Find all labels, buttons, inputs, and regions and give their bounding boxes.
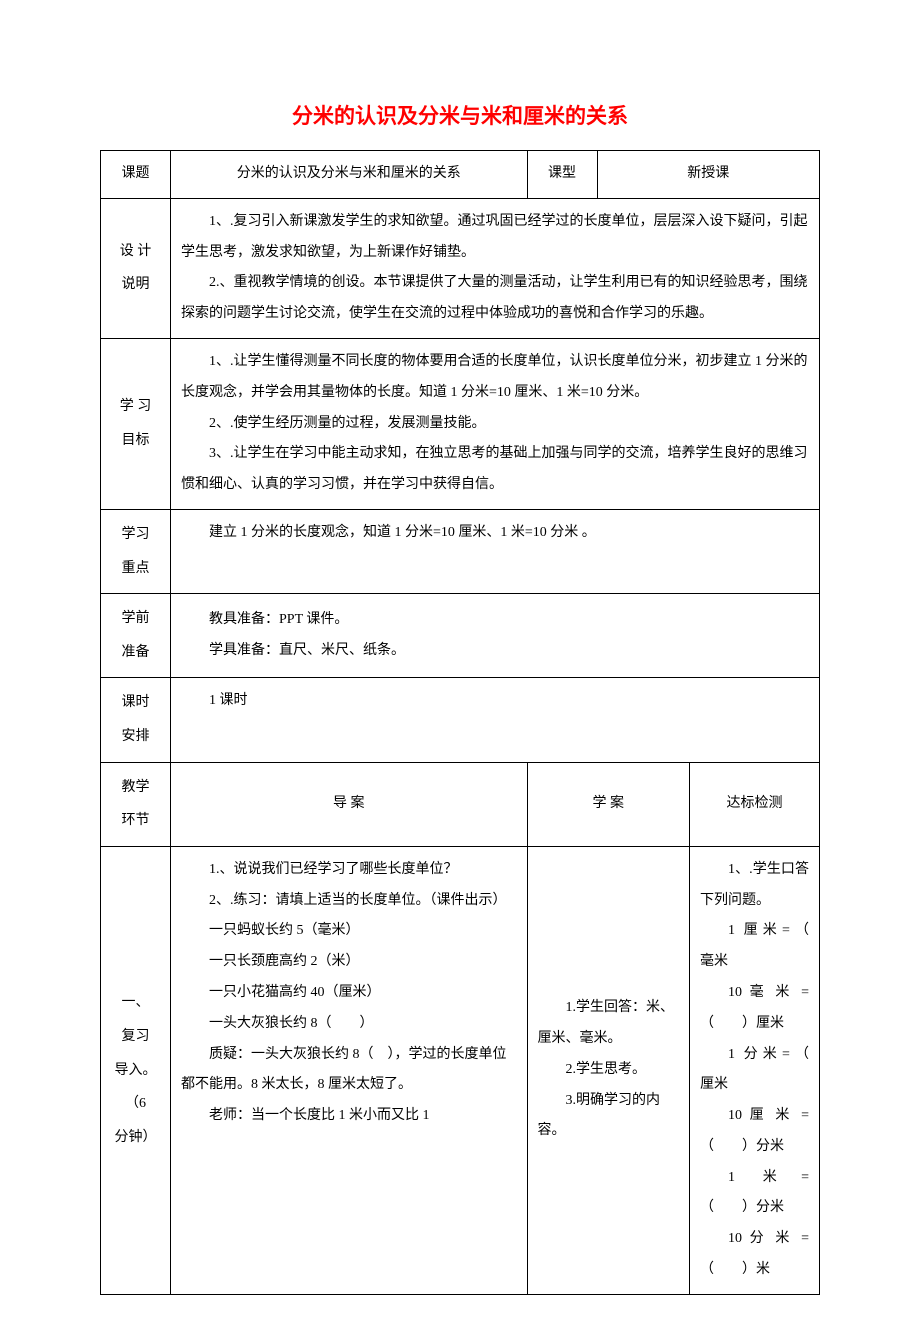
- design-p2: 2.、重视教学情境的创设。本节课提供了大量的测量活动，让学生利用已有的知识经验思…: [181, 268, 809, 330]
- goals-content: 1、.让学生懂得测量不同长度的物体要用合适的长度单位，认识长度单位分米，初步建立…: [171, 338, 820, 509]
- daoan-l1: 一只蚂蚁长约 5（毫米）: [181, 916, 517, 947]
- section1-l3: 导入。: [111, 1054, 160, 1088]
- section1-label: 一、 复习 导入。 （6 分钟）: [101, 846, 171, 1294]
- goals-p1: 1、.让学生懂得测量不同长度的物体要用合适的长度单位，认识长度单位分米，初步建立…: [181, 347, 809, 409]
- focus-label-line2: 重点: [111, 552, 160, 586]
- design-content: 1、.复习引入新课激发学生的求知欲望。通过巩固已经学过的长度单位，层层深入设下疑…: [171, 198, 820, 338]
- env-col2-label: 导 案: [171, 762, 528, 846]
- daoan-p2: 2、.练习：请填上适当的长度单位。（课件出示）: [181, 886, 517, 917]
- focus-row: 学习 重点 建立 1 分米的长度观念，知道 1 分米=10 厘米、1 米=10 …: [101, 509, 820, 593]
- goals-p2: 2、.使学生经历测量的过程，发展测量技能。: [181, 409, 809, 440]
- env-col1a: 教学: [111, 771, 160, 805]
- prep-p2: 学具准备：直尺、米尺、纸条。: [181, 636, 809, 667]
- design-row: 设 计 说明 1、.复习引入新课激发学生的求知欲望。通过巩固已经学过的长度单位，…: [101, 198, 820, 338]
- schedule-label-line2: 安排: [111, 720, 160, 754]
- section1-xuean: 1.学生回答：米、厘米、毫米。 2.学生思考。 3.明确学习的内容。: [527, 846, 689, 1294]
- design-p1: 1、.复习引入新课激发学生的求知欲望。通过巩固已经学过的长度单位，层层深入设下疑…: [181, 207, 809, 269]
- schedule-label-line1: 课时: [111, 686, 160, 720]
- section1-l2: 复习: [111, 1020, 160, 1054]
- dabiao-l5: 1 米=（ ）分米: [700, 1163, 809, 1225]
- type-label: 课型: [527, 151, 597, 199]
- dabiao-l3: 1 分米=（ 厘米: [700, 1040, 809, 1102]
- section1-row: 一、 复习 导入。 （6 分钟） 1.、说说我们已经学习了哪些长度单位？ 2、.…: [101, 846, 820, 1294]
- focus-content: 建立 1 分米的长度观念，知道 1 分米=10 厘米、1 米=10 分米 。: [171, 509, 820, 593]
- focus-label-line1: 学习: [111, 518, 160, 552]
- focus-label: 学习 重点: [101, 509, 171, 593]
- daoan-p4: 老师：当一个长度比 1 米小而又比 1: [181, 1101, 517, 1132]
- dabiao-l4: 10 厘 米 =（ ）分米: [700, 1101, 809, 1163]
- dabiao-l2: 10 毫 米 =（ ）厘米: [700, 978, 809, 1040]
- design-label-line1: 设 计: [111, 235, 160, 269]
- goals-p3: 3、.让学生在学习中能主动求知，在独立思考的基础上加强与同学的交流，培养学生良好…: [181, 439, 809, 501]
- schedule-content: 1 课时: [171, 678, 820, 762]
- xuean-l1: 1.学生回答：米、厘米、毫米。: [538, 993, 679, 1055]
- prep-p1: 教具准备：PPT 课件。: [181, 605, 809, 636]
- daoan-l3: 一只小花猫高约 40（厘米）: [181, 978, 517, 1009]
- daoan-p1: 1.、说说我们已经学习了哪些长度单位？: [181, 855, 517, 886]
- schedule-label: 课时 安排: [101, 678, 171, 762]
- env-header-row: 教学 环节 导 案 学 案 达标检测: [101, 762, 820, 846]
- goals-label-line1: 学 习: [111, 390, 160, 424]
- lesson-plan-table: 课题 分米的认识及分米与米和厘米的关系 课型 新授课 设 计 说明 1、.复习引…: [100, 150, 820, 1295]
- dabiao-p1: 1、.学生口答下列问题。: [700, 855, 809, 917]
- schedule-row: 课时 安排 1 课时: [101, 678, 820, 762]
- topic-label: 课题: [101, 151, 171, 199]
- section1-dabiao: 1、.学生口答下列问题。 1 厘米=（ 毫米 10 毫 米 =（ ）厘米 1 分…: [690, 846, 820, 1294]
- goals-label: 学 习 目标: [101, 338, 171, 509]
- prep-row: 学前 准备 教具准备：PPT 课件。 学具准备：直尺、米尺、纸条。: [101, 594, 820, 678]
- section1-l4: （6: [111, 1087, 160, 1121]
- goals-label-line2: 目标: [111, 424, 160, 458]
- focus-text: 建立 1 分米的长度观念，知道 1 分米=10 厘米、1 米=10 分米 。: [181, 518, 809, 549]
- prep-label-line1: 学前: [111, 602, 160, 636]
- env-col1b: 环节: [111, 804, 160, 838]
- design-label-line2: 说明: [111, 268, 160, 302]
- section1-l5: 分钟）: [111, 1121, 160, 1155]
- daoan-l4: 一头大灰狼长约 8（ ）: [181, 1009, 517, 1040]
- goals-row: 学 习 目标 1、.让学生懂得测量不同长度的物体要用合适的长度单位，认识长度单位…: [101, 338, 820, 509]
- schedule-text: 1 课时: [181, 686, 809, 717]
- topic-value: 分米的认识及分米与米和厘米的关系: [171, 151, 528, 199]
- dabiao-l1: 1 厘米=（ 毫米: [700, 916, 809, 978]
- prep-label: 学前 准备: [101, 594, 171, 678]
- dabiao-l6: 10 分 米 =（ ）米: [700, 1224, 809, 1286]
- header-row: 课题 分米的认识及分米与米和厘米的关系 课型 新授课: [101, 151, 820, 199]
- document-title: 分米的认识及分米与米和厘米的关系: [100, 100, 820, 130]
- prep-content: 教具准备：PPT 课件。 学具准备：直尺、米尺、纸条。: [171, 594, 820, 678]
- env-col3-label: 学 案: [527, 762, 689, 846]
- daoan-p3: 质疑：一头大灰狼长约 8（ ），学过的长度单位都不能用。8 米太长，8 厘米太短…: [181, 1040, 517, 1102]
- env-col4-label: 达标检测: [690, 762, 820, 846]
- prep-label-line2: 准备: [111, 636, 160, 670]
- xuean-l3: 3.明确学习的内容。: [538, 1086, 679, 1148]
- design-label: 设 计 说明: [101, 198, 171, 338]
- xuean-l2: 2.学生思考。: [538, 1055, 679, 1086]
- section1-l1: 一、: [111, 986, 160, 1020]
- daoan-l2: 一只长颈鹿高约 2（米）: [181, 947, 517, 978]
- env-col1-label: 教学 环节: [101, 762, 171, 846]
- section1-daoan: 1.、说说我们已经学习了哪些长度单位？ 2、.练习：请填上适当的长度单位。（课件…: [171, 846, 528, 1294]
- type-value: 新授课: [597, 151, 819, 199]
